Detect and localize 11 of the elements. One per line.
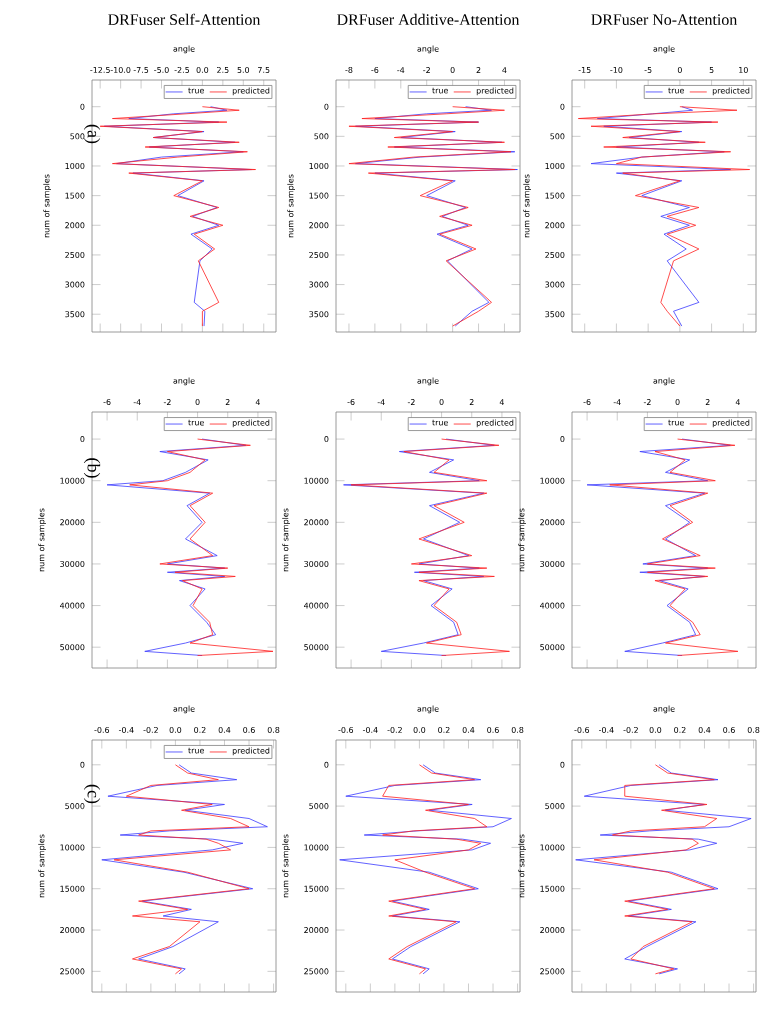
- line-series: [609, 438, 739, 656]
- line-series: [593, 764, 718, 975]
- line-series: [129, 438, 274, 656]
- line-series: [339, 764, 512, 975]
- line-series: [382, 764, 488, 975]
- line-series: [101, 764, 268, 975]
- line-series: [577, 106, 751, 327]
- annotation: (b): [83, 458, 101, 478]
- line-series: [113, 764, 250, 975]
- annotation: (a): [83, 124, 101, 144]
- annotation: (c): [83, 784, 101, 804]
